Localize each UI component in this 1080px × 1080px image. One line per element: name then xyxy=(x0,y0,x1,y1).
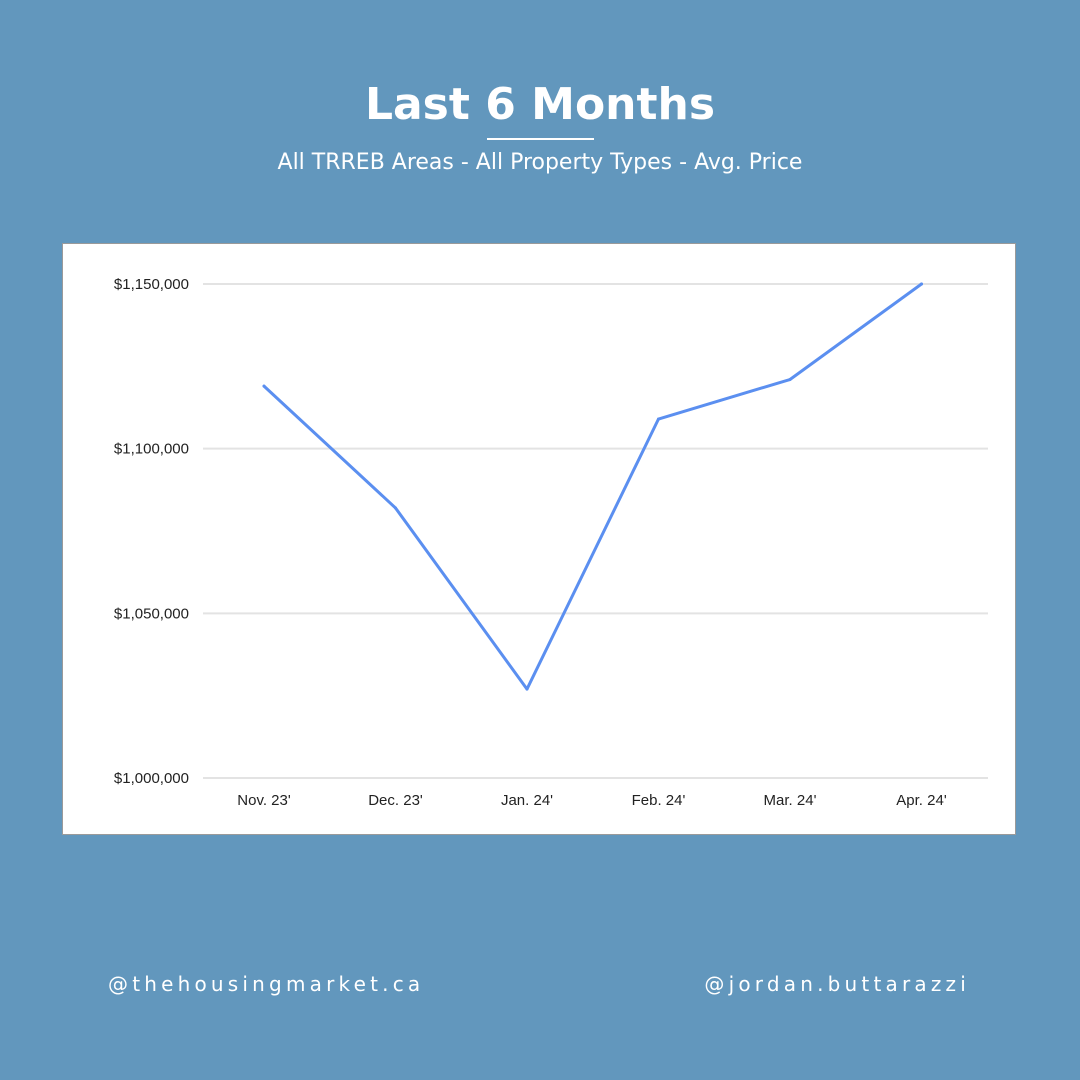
data-point xyxy=(920,282,923,286)
data-point xyxy=(394,506,397,510)
footer-handle-right: @jordan.buttarazzi xyxy=(704,972,970,996)
data-point xyxy=(525,687,529,691)
series-lines xyxy=(262,282,923,691)
y-tick-label: $1,000,000 xyxy=(114,770,189,787)
x-tick-label: Feb. 24' xyxy=(632,792,686,809)
chart-panel: $1,000,000 $1,050,000 $1,100,000 $1,150,000… xyxy=(62,243,1016,835)
x-tick-label: Dec. 23' xyxy=(368,792,423,809)
x-tick-label: Apr. 24' xyxy=(896,792,947,809)
gridlines xyxy=(203,283,988,779)
data-point xyxy=(788,378,792,382)
x-tick-label: Mar. 24' xyxy=(764,792,817,809)
data-point xyxy=(657,417,660,421)
y-tick-label: $1,150,000 xyxy=(114,276,189,293)
series-line xyxy=(262,282,923,691)
y-tick-label: $1,050,000 xyxy=(114,605,189,622)
line-chart: $1,000,000 $1,050,000 $1,100,000 $1,150,000… xyxy=(114,276,988,809)
x-axis-tick-labels: Nov. 23' Dec. 23' Jan. 24' Feb. 24' Mar. 24'… xyxy=(237,792,947,809)
data-point xyxy=(262,384,266,388)
x-tick-label: Nov. 23' xyxy=(237,792,291,809)
y-tick-label: $1,100,000 xyxy=(114,441,189,458)
x-tick-label: Jan. 24' xyxy=(501,792,553,809)
y-axis-tick-labels: $1,000,000 $1,050,000 $1,100,000 $1,150,000 xyxy=(114,276,189,787)
page-title: Last 6 Months xyxy=(364,79,716,130)
title-underline xyxy=(487,138,594,140)
page-subtitle: All TRREB Areas - All Property Types - A… xyxy=(277,150,803,175)
footer-handle-left: @thehousingmarket.ca xyxy=(108,972,425,996)
